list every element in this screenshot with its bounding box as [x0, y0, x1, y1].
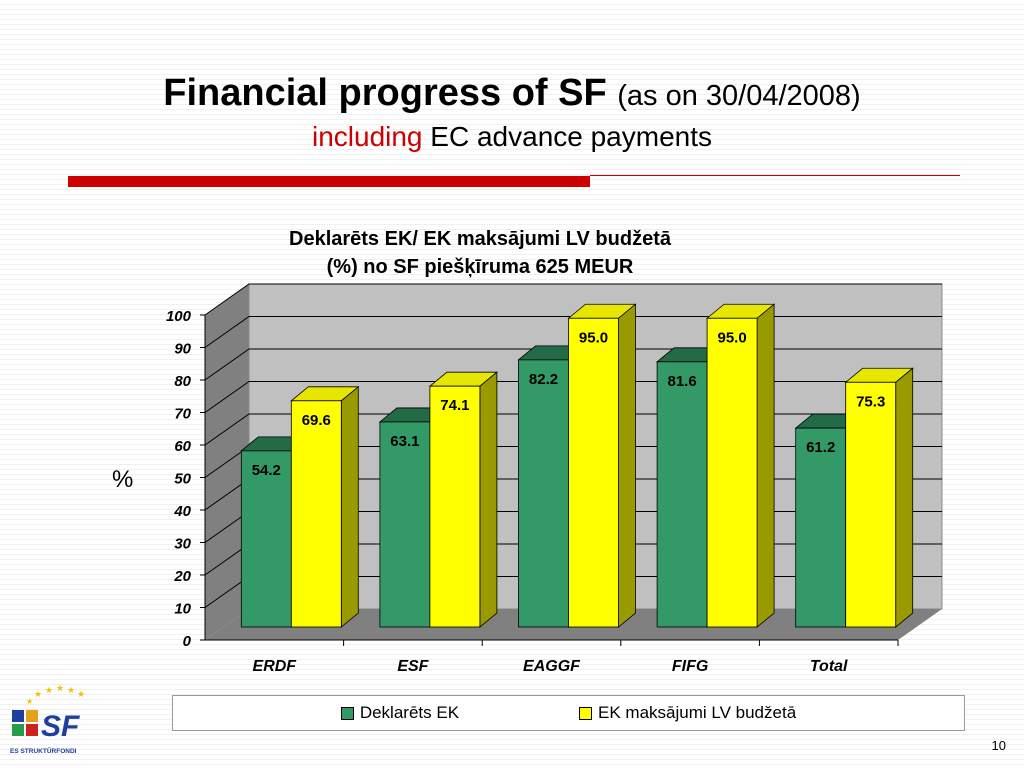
subtitle-highlight: including: [311, 121, 423, 152]
svg-text:★: ★: [45, 686, 53, 696]
y-tick-label: 80: [174, 373, 191, 390]
bar-series-1: [656, 361, 708, 628]
x-tick-label: ESF: [397, 658, 429, 675]
title-underline-line: [590, 175, 960, 176]
data-label-series-2: 75.3: [856, 393, 885, 410]
x-tick-label: ERDF: [253, 658, 298, 675]
data-label-series-2: 74.1: [440, 397, 469, 414]
bar-series-1: [240, 450, 292, 628]
legend: Deklarēts EK EK maksājumi LV budžetā: [172, 695, 965, 731]
y-tick-label: 60: [174, 438, 191, 455]
y-tick-label: 20: [173, 568, 191, 585]
legend-label-series-1: Deklarēts EK: [359, 703, 460, 722]
es-structural-funds-logo: ★ ★ ★ ★ ★ ★ SF ES STRUKTŪRFONDI: [10, 684, 85, 755]
data-label-series-2: 69.6: [302, 412, 331, 429]
data-label-series-1: 54.2: [252, 462, 281, 479]
logo-sf-text: SF: [41, 710, 80, 743]
logo-caption: ES STRUKTŪRFONDI: [10, 747, 77, 755]
data-label-series-1: 61.2: [806, 439, 835, 456]
svg-text:★: ★: [26, 697, 33, 706]
y-tick-label: 30: [174, 536, 191, 553]
stars-icon: ★ ★ ★ ★ ★ ★: [26, 684, 85, 706]
svg-text:★: ★: [34, 690, 42, 700]
y-tick-label: 70: [174, 406, 191, 423]
data-label-series-2: 95.0: [717, 329, 746, 346]
x-tick-label: FIFG: [672, 658, 708, 675]
gridline: [204, 283, 942, 316]
legend-item-series-1: Deklarēts EK: [340, 703, 460, 723]
bar-series-2: [706, 317, 758, 628]
y-axis-label: %: [112, 466, 134, 493]
bar-side-series-2: [479, 371, 498, 628]
y-tick-label: 100: [166, 308, 192, 325]
y-tick-label: 90: [174, 341, 191, 358]
slide-title: Financial progress of SF (as on 30/04/20…: [0, 70, 1024, 155]
title-line-1: Financial progress of SF (as on 30/04/20…: [0, 70, 1024, 119]
legend-item-series-2: EK maksājumi LV budžetā: [579, 703, 796, 723]
bar-series-1: [379, 421, 431, 628]
svg-text:★: ★: [56, 684, 64, 694]
data-label-series-1: 63.1: [390, 433, 419, 450]
bar-side-series-2: [340, 385, 359, 628]
data-label-series-1: 82.2: [529, 371, 558, 388]
data-label-series-1: 81.6: [667, 373, 696, 390]
bar-series-2: [845, 381, 897, 628]
y-tick-label: 40: [173, 503, 191, 520]
x-tick-label: Total: [810, 658, 848, 675]
bar-side-series-2: [618, 303, 636, 628]
data-label-series-2: 95.0: [579, 329, 608, 346]
y-tick-label: 0: [183, 633, 192, 650]
bar-series-2: [290, 400, 342, 628]
y-tick-label: 10: [174, 601, 191, 618]
legend-swatch-series-2: [579, 706, 593, 720]
chart-title-line-2: (%) no SF piešķīruma 625 MEUR: [326, 256, 634, 278]
title-line-2: including EC advance payments: [0, 119, 1024, 155]
svg-text:★: ★: [67, 686, 75, 696]
color-squares-icon: [12, 710, 38, 736]
bar-series-2: [568, 317, 619, 628]
subtitle-rest: EC advance payments: [430, 121, 713, 152]
title-underline-bar: [68, 176, 590, 187]
chart-title-line-1: Deklarēts EK/ EK maksājumi LV budžetā: [289, 228, 671, 250]
svg-text:★: ★: [77, 690, 85, 700]
bar-side-series-2: [895, 367, 914, 628]
bar-series-2: [429, 385, 481, 628]
legend-swatch-series-1: [340, 706, 354, 720]
x-tick-label: EAGGF: [523, 658, 581, 675]
page-number: 10: [991, 738, 1006, 753]
title-main: Financial progress of SF: [163, 72, 607, 114]
bar-series-1: [518, 359, 569, 628]
legend-label-series-2: EK maksājumi LV budžetā: [598, 703, 797, 722]
y-tick-label: 50: [174, 471, 191, 488]
title-date: (as on 30/04/2008): [617, 80, 861, 112]
bar-series-1: [795, 427, 847, 628]
chart-title: Deklarēts EK/ EK maksājumi LV budžetā (%…: [180, 225, 780, 281]
bar-side-series-2: [756, 303, 775, 628]
